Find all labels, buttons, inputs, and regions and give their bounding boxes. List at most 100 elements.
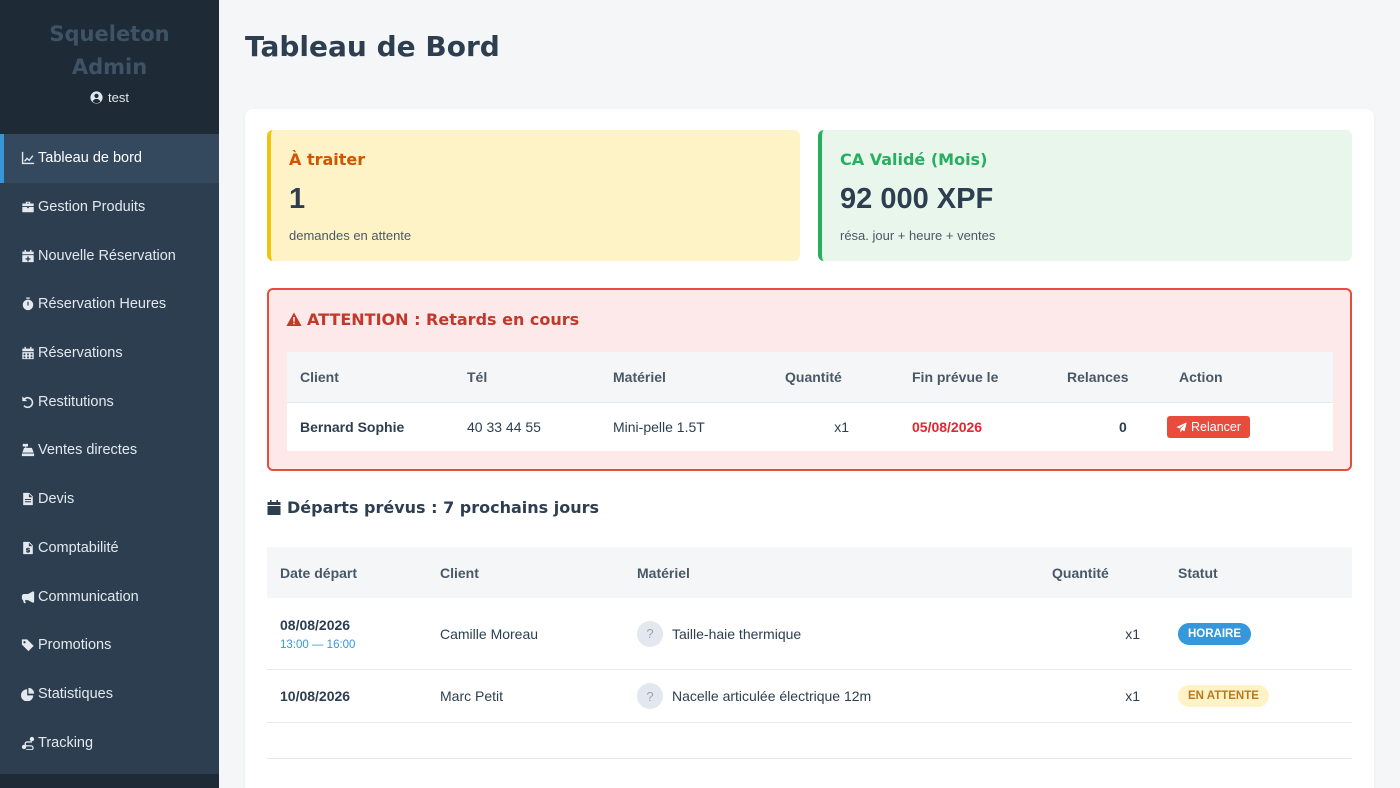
col-action: Action [1179, 369, 1223, 385]
bullhorn-icon [20, 589, 36, 605]
departures-table: Date départ Client Matériel Quantité Sta… [267, 547, 1352, 759]
departure-quantite: x1 [1125, 625, 1140, 642]
table-row: 10/08/2026 Marc Petit ? Nacelle articulé… [267, 670, 1352, 723]
brand-title-line1: Squeleton [49, 22, 170, 46]
sidebar-item-nouvelle-reservation[interactable]: Nouvelle Réservation [0, 231, 219, 280]
sidebar-nav: Tableau de bord Gestion Produits Nouvell… [0, 134, 219, 767]
sidebar-item-communication[interactable]: Communication [0, 572, 219, 621]
sidebar-footer [0, 774, 219, 788]
departure-materiel: Nacelle articulée électrique 12m [672, 688, 872, 704]
status-badge: HORAIRE [1178, 622, 1252, 645]
departure-quantite: x1 [1125, 688, 1140, 704]
table-row: Bernard Sophie 40 33 44 55 Mini-pelle 1.… [287, 402, 1333, 451]
sidebar-item-label: Promotions [38, 637, 112, 654]
sidebar-item-reservations[interactable]: Réservations [0, 329, 219, 378]
tags-icon [20, 637, 36, 653]
col-fin-prevue: Fin prévue le [912, 369, 999, 385]
sidebar-item-label: Réservations [38, 345, 123, 362]
kpi-revenue-subtitle: résa. jour + heure + ventes [840, 228, 996, 243]
kpi-pending-subtitle: demandes en attente [289, 228, 412, 243]
late-quantite: x1 [834, 419, 849, 435]
sidebar-item-ventes-directes[interactable]: Ventes directes [0, 426, 219, 475]
late-fin-prevue: 05/08/2026 [912, 419, 983, 435]
sidebar-item-comptabilite[interactable]: Comptabilité [0, 524, 219, 573]
col-materiel: Matériel [637, 564, 690, 581]
kpi-pending-card: À traiter 1 demandes en attente [267, 130, 800, 261]
sidebar-item-statistiques[interactable]: Statistiques [0, 670, 219, 719]
table-row: 08/08/2026 13:00 — 16:00 Camille Moreau … [267, 598, 1352, 670]
sidebar-item-label: Ventes directes [38, 442, 138, 459]
sidebar-item-tableau-de-bord[interactable]: Tableau de bord [0, 134, 219, 183]
status-badge: EN ATTENTE [1178, 685, 1269, 707]
departure-client: Camille Moreau [440, 625, 539, 642]
sidebar-item-label: Comptabilité [38, 539, 119, 556]
warning-triangle-icon [286, 312, 302, 326]
late-client: Bernard Sophie [300, 419, 405, 435]
sidebar-item-label: Tracking [38, 734, 94, 751]
col-quantite: Quantité [785, 369, 842, 385]
relancer-button-label: Relancer [1191, 420, 1242, 434]
brand: Squeleton Admin test [0, 0, 219, 134]
sidebar: Squeleton Admin test Tableau de bord Ges… [0, 0, 219, 788]
sidebar-item-label: Devis [38, 491, 75, 508]
late-returns-table: Client Tél Matériel Quantité Fin prévue … [287, 352, 1333, 451]
sidebar-item-promotions[interactable]: Promotions [0, 621, 219, 670]
sidebar-item-label: Communication [38, 588, 139, 605]
departure-date-cell: 08/08/2026 13:00 — 16:00 [267, 617, 440, 651]
table-header: Client Tél Matériel Quantité Fin prévue … [287, 352, 1333, 402]
sidebar-item-label: Tableau de bord [38, 150, 142, 167]
departure-status-cell: HORAIRE [1178, 622, 1252, 645]
col-client: Client [440, 564, 479, 581]
departure-date: 10/08/2026 [280, 688, 351, 704]
sidebar-item-tracking[interactable]: Tracking [0, 718, 219, 767]
departures-title: Départs prévus : 7 prochains jours [267, 498, 599, 517]
col-relances: Relances [1067, 369, 1129, 385]
col-statut: Statut [1178, 564, 1218, 581]
file-icon [20, 491, 36, 507]
col-tel: Tél [467, 369, 488, 385]
sidebar-item-restitutions[interactable]: Restitutions [0, 377, 219, 426]
route-icon [20, 735, 36, 751]
current-user[interactable]: test [0, 90, 219, 105]
departure-time-range: 13:00 — 16:00 [280, 638, 356, 651]
sidebar-item-devis[interactable]: Devis [0, 475, 219, 524]
late-relances: 0 [1119, 419, 1127, 435]
col-date-depart: Date départ [280, 564, 358, 581]
table-header: Date départ Client Matériel Quantité Sta… [267, 547, 1352, 598]
file-invoice-icon [20, 540, 36, 556]
relancer-button[interactable]: Relancer [1167, 416, 1251, 438]
kpi-revenue-value: 92 000 XPF [840, 183, 994, 215]
brand-title-line2: Admin [71, 55, 148, 79]
late-action-cell: Relancer [1167, 416, 1251, 438]
chart-pie-icon [20, 686, 36, 702]
table-footer-spacer [267, 723, 1352, 759]
current-user-name: test [108, 90, 129, 105]
stopwatch-icon [20, 296, 36, 312]
cash-register-icon [20, 442, 36, 458]
alert-title: ATTENTION : Retards en cours [286, 310, 579, 329]
page-title: Tableau de Bord [245, 30, 500, 63]
departure-materiel-cell: ? Taille-haie thermique [637, 620, 1052, 647]
kpi-pending-title: À traiter [289, 150, 366, 169]
calendar-icon [267, 500, 281, 515]
departure-date-cell: 10/08/2026 [267, 688, 440, 704]
sidebar-item-gestion-produits[interactable]: Gestion Produits [0, 183, 219, 232]
departure-date: 08/08/2026 [280, 616, 351, 633]
sidebar-item-reservation-heures[interactable]: Réservation Heures [0, 280, 219, 329]
alert-title-text: ATTENTION : Retards en cours [307, 310, 580, 329]
sidebar-item-label: Restitutions [38, 393, 114, 410]
question-icon: ? [637, 683, 663, 709]
user-circle-icon [90, 91, 103, 104]
departure-client: Marc Petit [440, 688, 504, 704]
departure-status-cell: EN ATTENTE [1178, 685, 1269, 707]
late-materiel: Mini-pelle 1.5T [613, 419, 705, 435]
paper-plane-icon [1176, 421, 1187, 432]
sidebar-item-label: Nouvelle Réservation [38, 247, 176, 264]
col-quantite: Quantité [1052, 564, 1109, 581]
calendar-plus-icon [20, 248, 36, 264]
briefcase-icon [20, 199, 36, 215]
sidebar-item-label: Statistiques [38, 685, 113, 702]
chart-line-icon [20, 150, 36, 166]
departures-title-text: Départs prévus : 7 prochains jours [287, 498, 600, 517]
sidebar-item-label: Gestion Produits [38, 199, 146, 216]
